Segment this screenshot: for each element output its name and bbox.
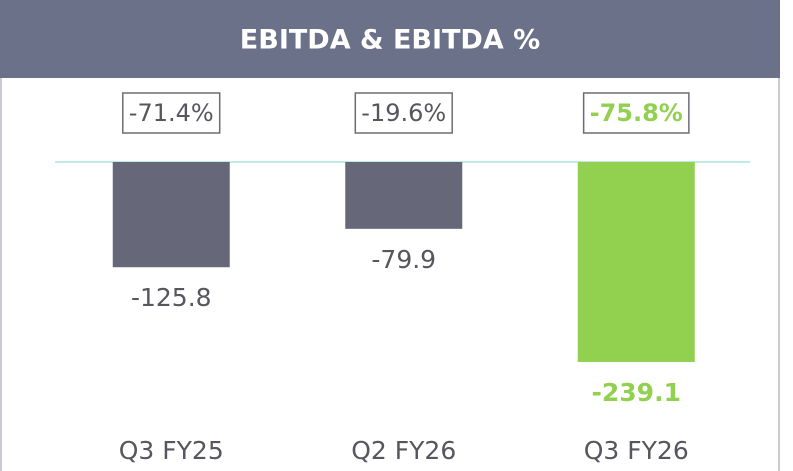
bar [577,162,695,362]
annotation-box [354,92,453,134]
annotation-box [582,92,690,134]
x-tick-label: Q3 FY25 [119,436,224,465]
annotation: -75.8% [590,99,683,127]
value-label: -239.1 [592,378,681,407]
header-band [0,0,780,78]
x-tick-label: Q2 FY26 [351,436,456,465]
bar [345,162,463,229]
annotation: -19.6% [361,99,446,127]
value-label: -79.9 [371,245,436,274]
value-label: -125.8 [131,283,212,312]
bar [112,162,230,268]
chart-title: EBITDA & EBITDA % [240,25,540,56]
annotation: -71.4% [129,99,214,127]
x-tick-label: Q3 FY26 [584,436,689,465]
annotation-box [122,92,221,134]
